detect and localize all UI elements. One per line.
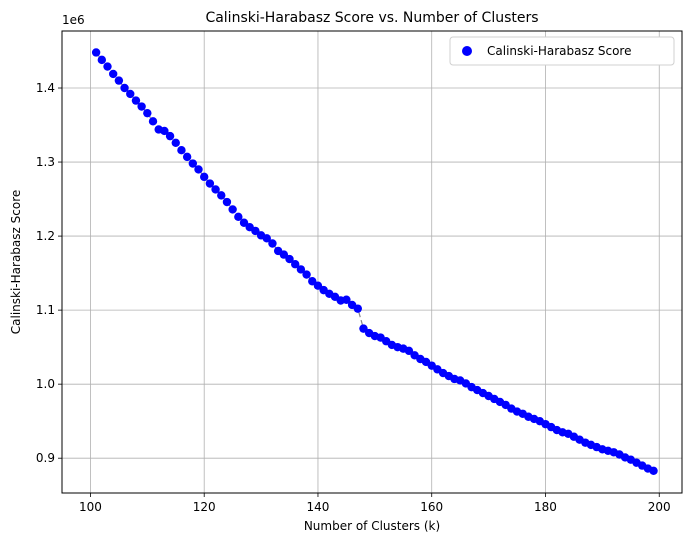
x-tick-label: 100 — [79, 500, 102, 514]
y-tick-label: 1.4 — [36, 81, 55, 95]
y-axis-offset-label: 1e6 — [62, 13, 85, 27]
data-point — [234, 212, 243, 222]
data-point — [131, 96, 141, 105]
data-point — [143, 108, 152, 118]
data-point — [177, 146, 186, 155]
legend-box — [449, 36, 675, 66]
x-tick-label: 120 — [193, 500, 216, 514]
data-point — [291, 260, 300, 269]
data-point — [404, 346, 414, 356]
data-point — [268, 239, 277, 248]
data-point — [251, 226, 260, 236]
y-axis-ticks: 0.9 1.0 1.1 1.2 1.3 1.4 — [36, 81, 62, 465]
data-point — [222, 197, 232, 207]
x-tick-label: 200 — [648, 500, 671, 514]
data-point — [165, 131, 175, 141]
data-point — [137, 102, 146, 111]
y-tick-label: 1.3 — [36, 155, 55, 169]
data-point — [279, 250, 289, 259]
data-point — [148, 117, 158, 126]
data-point — [342, 295, 351, 304]
data-point — [97, 55, 107, 65]
x-axis-ticks: 100 120 140 160 180 200 — [79, 493, 671, 514]
data-point — [302, 270, 311, 279]
x-axis-title: Number of Clusters (k) — [304, 519, 440, 533]
legend-marker — [462, 46, 472, 56]
data-point — [160, 126, 169, 136]
data-point — [182, 152, 192, 162]
x-tick-label: 160 — [420, 500, 443, 514]
chart-title: Calinski-Harabasz Score vs. Number of Cl… — [205, 10, 538, 26]
data-point — [353, 304, 362, 313]
y-axis-title: Calinski-Harabasz Score — [9, 190, 23, 334]
x-tick-label: 140 — [307, 500, 330, 514]
data-point — [188, 159, 198, 168]
data-point — [126, 89, 135, 99]
data-point — [108, 69, 118, 79]
data-point — [103, 62, 112, 71]
data-point — [120, 83, 129, 93]
data-point — [114, 76, 124, 85]
data-point — [308, 277, 317, 286]
legend: Calinski-Harabasz Score — [449, 36, 675, 66]
x-tick-label: 180 — [534, 500, 557, 514]
data-point — [285, 254, 294, 264]
y-tick-label: 1.2 — [36, 229, 55, 243]
data-point — [359, 324, 368, 333]
grid-lines — [62, 31, 682, 493]
data-points — [91, 48, 658, 475]
data-point — [217, 191, 226, 200]
data-point — [296, 265, 306, 274]
y-tick-label: 1.0 — [36, 377, 55, 391]
data-point — [194, 165, 203, 174]
data-point — [313, 281, 323, 290]
y-tick-label: 1.1 — [36, 303, 55, 317]
data-point — [239, 218, 249, 227]
data-point — [649, 466, 658, 475]
legend-label: Calinski-Harabasz Score — [487, 44, 631, 58]
y-tick-label: 0.9 — [36, 451, 55, 465]
data-point — [228, 205, 237, 214]
data-point — [200, 172, 209, 182]
data-point — [171, 138, 180, 147]
data-point — [211, 185, 220, 194]
data-point — [205, 179, 215, 188]
data-point — [262, 234, 271, 243]
data-point — [91, 48, 101, 57]
axes-frame — [61, 30, 683, 494]
